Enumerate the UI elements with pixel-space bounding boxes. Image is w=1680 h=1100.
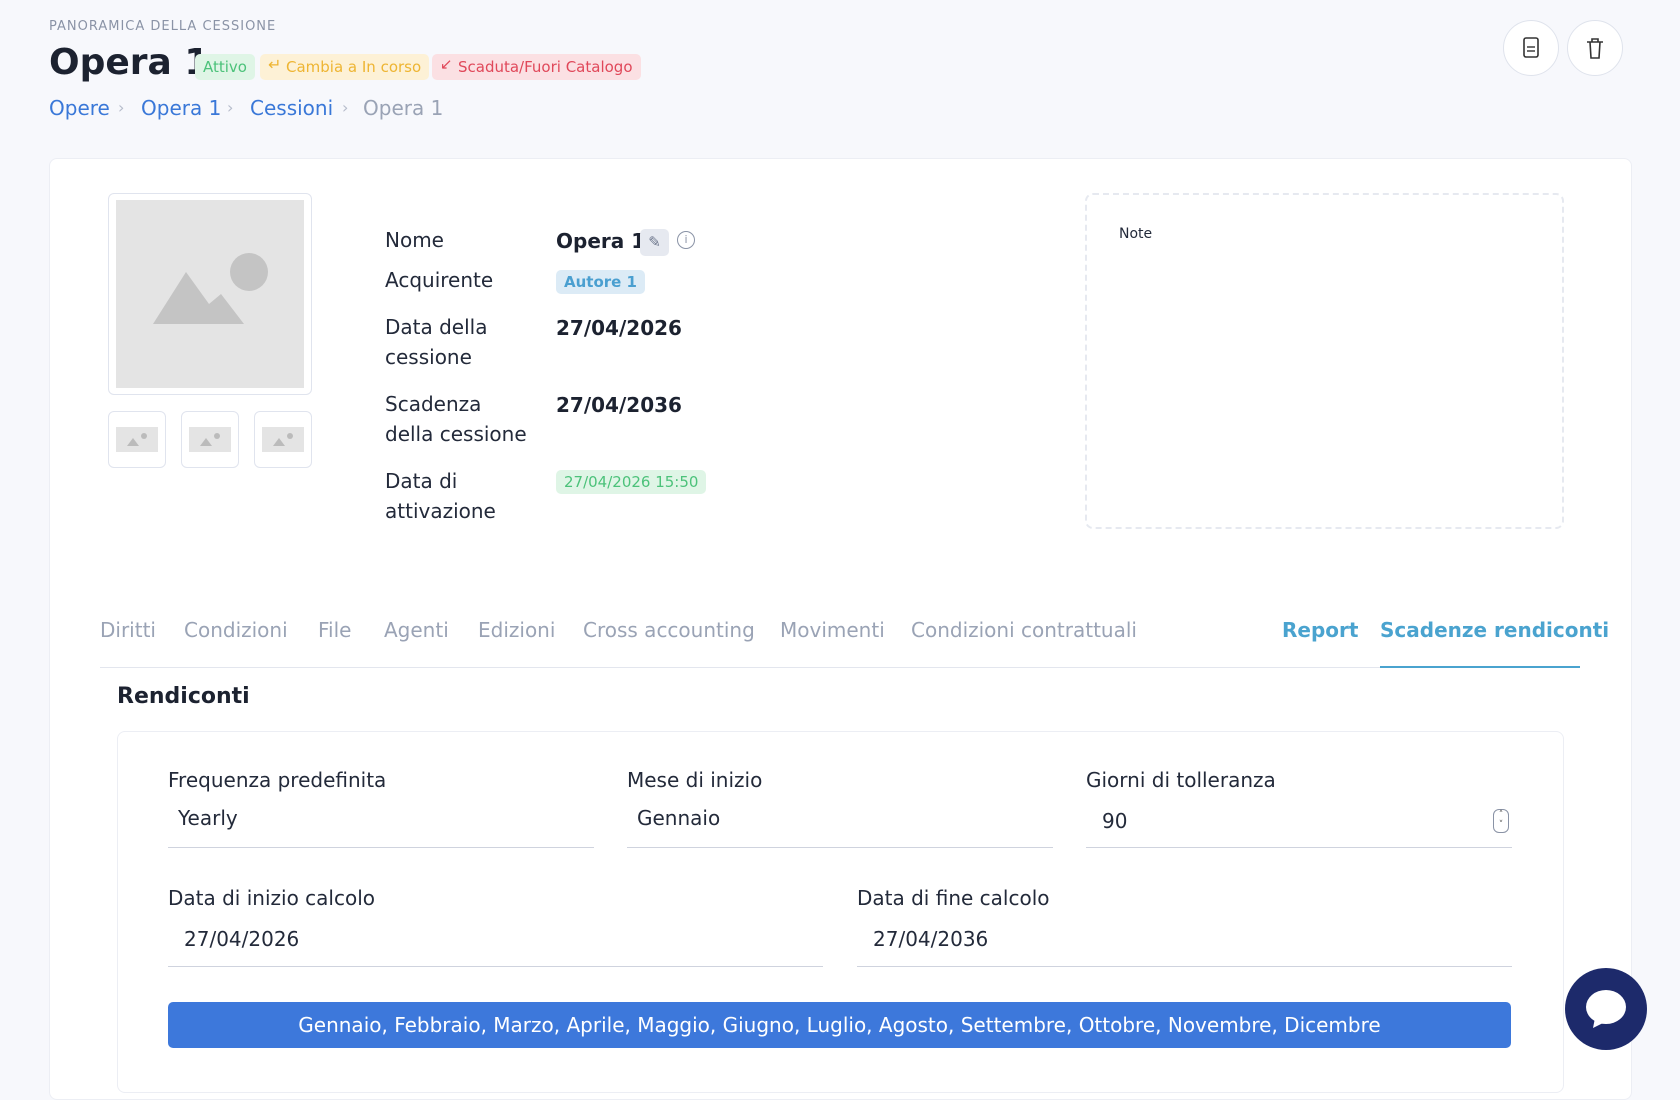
graphic xyxy=(262,427,304,452)
graphic xyxy=(230,253,268,291)
graphic xyxy=(214,433,220,439)
graphic xyxy=(189,427,231,452)
graphic xyxy=(116,200,304,388)
field-label: Mese di inizio xyxy=(627,768,763,792)
document-button[interactable] xyxy=(1503,20,1559,76)
status-badge: Attivo xyxy=(195,54,255,80)
page-title: Opera 1 xyxy=(49,42,210,83)
info-icon[interactable]: i xyxy=(677,231,695,249)
tab[interactable]: Cross accounting xyxy=(583,618,755,642)
delete-button[interactable] xyxy=(1567,20,1623,76)
date-input[interactable]: 27/04/2036 xyxy=(873,927,989,951)
field-value: 27/04/2036 xyxy=(556,393,682,417)
tab[interactable]: File xyxy=(318,618,352,642)
tab[interactable]: Agenti xyxy=(384,618,449,642)
graphic xyxy=(189,427,231,452)
field-value: 27/04/2026 xyxy=(556,316,682,340)
graphic xyxy=(141,433,147,439)
graphic xyxy=(273,438,285,446)
underline xyxy=(168,966,823,967)
eyebrow: PANORAMICA DELLA CESSIONE xyxy=(49,19,277,34)
underline xyxy=(1086,847,1512,848)
spinner[interactable]: ˄ ˅ xyxy=(1493,809,1509,833)
field-label: Frequenza predefinita xyxy=(168,768,387,792)
icon: ↵ xyxy=(268,55,282,74)
edit-button[interactable]: ✎ xyxy=(640,229,669,256)
field-label: Acquirente xyxy=(385,268,494,292)
graphic xyxy=(1587,38,1603,59)
graphic xyxy=(1586,990,1626,1024)
field-label: Data di inizio calcolo xyxy=(168,886,375,910)
breadcrumb-link[interactable]: Opera 1 xyxy=(141,96,222,120)
chat-button[interactable] xyxy=(1565,968,1647,1050)
tab[interactable]: Edizioni xyxy=(478,618,556,642)
graphic xyxy=(1593,1018,1605,1028)
separator: › xyxy=(342,98,349,117)
tab[interactable]: Movimenti xyxy=(780,618,885,642)
breadcrumb-current: Opera 1 xyxy=(363,96,444,120)
separator: › xyxy=(118,98,125,117)
note-box[interactable] xyxy=(1085,193,1564,529)
tab[interactable]: Condizioni xyxy=(184,618,288,642)
graphic xyxy=(116,427,158,452)
icon xyxy=(1523,37,1539,58)
graphic xyxy=(116,427,158,452)
page: PANORAMICA DELLA CESSIONE Opera 1 Attivo… xyxy=(49,19,1647,1100)
tab-divider xyxy=(100,667,1580,668)
tab-active[interactable]: Scadenze rendiconti xyxy=(1380,618,1610,642)
field-label: Data di attivazione xyxy=(385,469,496,523)
image-frame xyxy=(108,193,312,395)
action-badge[interactable]: Scaduta/Fuori Catalogo xyxy=(432,54,641,80)
graphic xyxy=(127,438,139,446)
graphic xyxy=(200,438,212,446)
graphic xyxy=(1523,37,1539,58)
field-label: Data di fine calcolo xyxy=(857,886,1050,910)
field-value: Opera 1 xyxy=(556,229,646,253)
breadcrumb-link[interactable]: Opere xyxy=(49,96,110,120)
graphic xyxy=(1586,990,1626,1028)
note-label: Note xyxy=(1119,226,1153,242)
tab[interactable]: Condizioni contrattuali xyxy=(911,618,1137,642)
thumbnail[interactable] xyxy=(181,411,239,468)
icon: ↙ xyxy=(440,55,453,73)
select-value[interactable]: Gennaio xyxy=(637,806,721,830)
graphic xyxy=(153,272,244,324)
underline xyxy=(857,966,1512,967)
date-badge: 27/04/2026 15:50 xyxy=(556,470,707,494)
field-label: Scadenza della cessione xyxy=(385,392,527,446)
field-label: Giorni di tolleranza xyxy=(1086,768,1276,792)
graphic xyxy=(287,433,293,439)
graphic xyxy=(262,427,304,452)
field-label: Data della cessione xyxy=(385,315,488,369)
select-value[interactable]: Yearly xyxy=(178,806,238,830)
buyer-badge: Autore 1 xyxy=(556,270,645,294)
separator: › xyxy=(227,98,234,117)
section-title: Rendiconti xyxy=(117,684,250,709)
tab[interactable]: Report xyxy=(1282,618,1359,642)
tab[interactable]: Diritti xyxy=(100,618,156,642)
tab-indicator xyxy=(1380,666,1580,668)
icon xyxy=(1587,38,1603,59)
thumbnail[interactable] xyxy=(108,411,166,468)
field-label: Nome xyxy=(385,228,444,252)
date-input[interactable]: 27/04/2026 xyxy=(184,927,300,951)
months-button[interactable]: Gennaio, Febbraio, Marzo, Aprile, Maggio… xyxy=(168,1002,1511,1048)
breadcrumb-link[interactable]: Cessioni xyxy=(250,96,334,120)
image-placeholder xyxy=(116,200,304,388)
underline xyxy=(627,847,1053,848)
action-badge[interactable]: Cambia a In corso xyxy=(260,54,430,80)
number-input[interactable]: 90 xyxy=(1102,809,1128,833)
underline xyxy=(168,847,594,848)
thumbnail[interactable] xyxy=(254,411,312,468)
